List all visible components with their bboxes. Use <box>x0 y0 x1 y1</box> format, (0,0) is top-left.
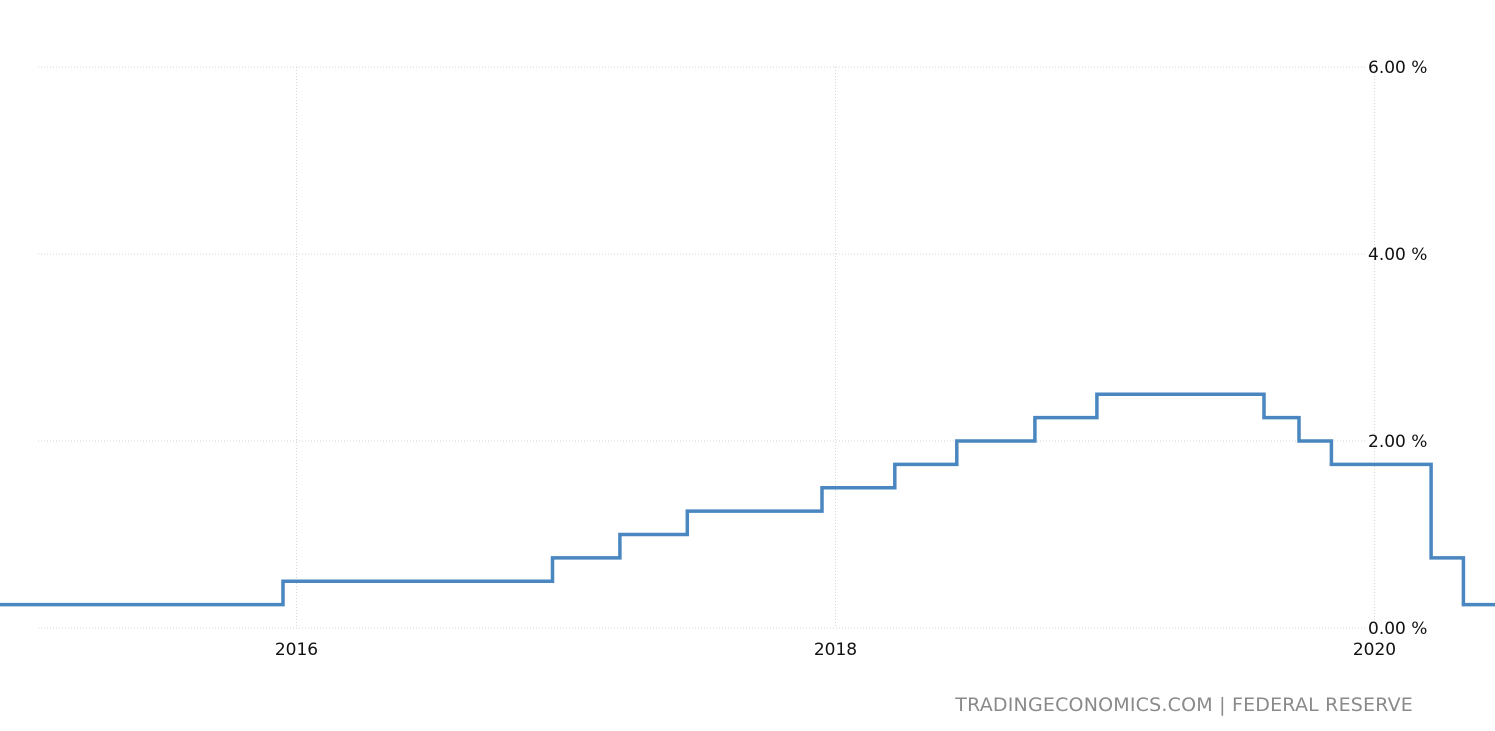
y-tick-label: 0.00 % <box>1368 619 1427 639</box>
series-line <box>0 392 1495 607</box>
x-tick-label: 2018 <box>814 640 857 660</box>
x-axis-labels: 2016201820202022 <box>275 640 1396 660</box>
x-tick-label: 2016 <box>275 640 318 660</box>
grid-lines <box>38 66 1375 629</box>
source-credit: TRADINGECONOMICS.COM | FEDERAL RESERVE <box>955 694 1413 716</box>
y-tick-label: 6.00 % <box>1368 58 1427 78</box>
y-tick-label: 2.00 % <box>1368 432 1427 452</box>
y-axis-labels: 0.00 % 2.00 % 4.00 % 6.00 % <box>1368 58 1427 639</box>
series-layer <box>0 392 1495 607</box>
x-tick-label: 2020 <box>1353 640 1396 660</box>
y-tick-label: 4.00 % <box>1368 245 1427 265</box>
